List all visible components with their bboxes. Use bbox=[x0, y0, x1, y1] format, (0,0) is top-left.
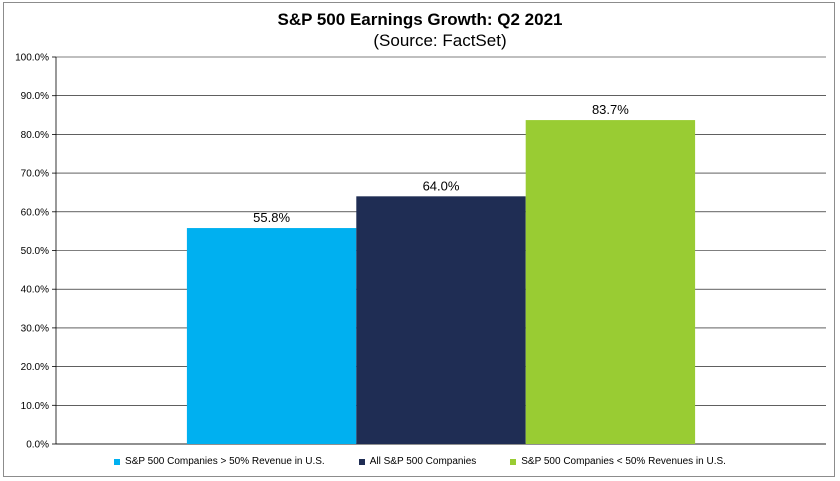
y-tick-label: 30.0% bbox=[21, 323, 49, 334]
legend-label: All S&P 500 Companies bbox=[369, 456, 477, 467]
legend-swatch bbox=[358, 458, 365, 465]
bar bbox=[356, 196, 526, 444]
bar bbox=[186, 228, 357, 444]
legend-label: S&P 500 Companies > 50% Revenue in U.S. bbox=[125, 456, 325, 467]
legend-swatch bbox=[114, 458, 121, 465]
y-tick-label: 0.0% bbox=[26, 440, 49, 451]
y-tick-label: 70.0% bbox=[21, 169, 49, 180]
legend-item: S&P 500 Companies > 50% Revenue in U.S. bbox=[114, 456, 325, 467]
chart-subtitle: (Source: FactSet) bbox=[373, 31, 507, 50]
y-tick-label: 90.0% bbox=[21, 91, 49, 102]
y-tick-label: 10.0% bbox=[21, 401, 49, 412]
legend-item: S&P 500 Companies < 50% Revenues in U.S. bbox=[510, 456, 726, 467]
chart-title: S&P 500 Earnings Growth: Q2 2021 bbox=[277, 10, 563, 29]
y-tick-label: 100.0% bbox=[15, 53, 49, 64]
data-label: 55.8% bbox=[253, 210, 290, 225]
y-tick-label: 60.0% bbox=[21, 207, 49, 218]
y-tick-label: 20.0% bbox=[21, 362, 49, 373]
y-tick-label: 40.0% bbox=[21, 285, 49, 296]
data-label: 64.0% bbox=[423, 178, 460, 193]
y-tick-label: 80.0% bbox=[21, 130, 49, 141]
legend-swatch bbox=[510, 458, 517, 465]
legend-item: All S&P 500 Companies bbox=[358, 456, 477, 467]
chart-legend: S&P 500 Companies > 50% Revenue in U.S. A… bbox=[0, 456, 840, 467]
bar bbox=[525, 120, 696, 445]
data-label: 83.7% bbox=[592, 102, 629, 117]
legend-label: S&P 500 Companies < 50% Revenues in U.S. bbox=[521, 456, 726, 467]
y-tick-label: 50.0% bbox=[21, 246, 49, 257]
